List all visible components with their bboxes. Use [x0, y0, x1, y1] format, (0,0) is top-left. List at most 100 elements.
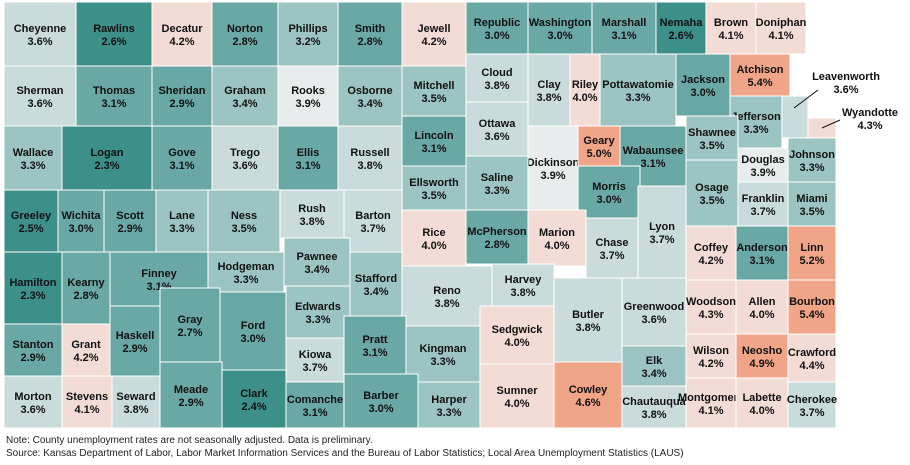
county-rate: 3.6% — [27, 98, 52, 110]
county-name: Rawlins — [93, 23, 135, 35]
county-name: Atchison — [736, 64, 783, 76]
county-rate: 3.5% — [799, 206, 824, 218]
county-rate: 3.3% — [430, 356, 455, 368]
county-rate: 3.5% — [421, 93, 446, 105]
county-shape — [621, 277, 687, 347]
county-name: Chase — [595, 237, 628, 249]
county-rate: 3.6% — [20, 404, 45, 416]
county-shape — [685, 225, 737, 281]
county-shape — [3, 251, 63, 325]
county-shape — [729, 95, 783, 149]
county-shape — [57, 189, 105, 253]
county-shape — [569, 53, 601, 127]
kansas-county-map: Cheyenne3.6%Rawlins2.6%Decatur4.2%Norton… — [3, 1, 898, 429]
county-rate: 4.2% — [169, 36, 194, 48]
county-name: Sheridan — [158, 85, 205, 97]
county-rate: 3.9% — [750, 167, 775, 179]
county-rate: 3.5% — [421, 190, 446, 202]
county-name: Grant — [71, 339, 101, 351]
county-rate: 4.2% — [73, 352, 98, 364]
county-rate: 3.4% — [232, 98, 257, 110]
county-name: Harper — [431, 394, 467, 406]
county-rate: 3.7% — [649, 234, 674, 246]
county-shape — [735, 333, 789, 379]
county-shape — [621, 385, 687, 429]
county-name: Sedgwick — [492, 324, 544, 336]
county-rate: 3.6% — [484, 131, 509, 143]
county-rate: 3.3% — [743, 124, 768, 136]
county-rate: 4.0% — [749, 405, 774, 417]
county-name: Phillips — [288, 23, 327, 35]
county-rate: 4.2% — [421, 36, 446, 48]
county-rate: 4.6% — [575, 397, 600, 409]
county-shape — [787, 381, 837, 429]
county-name: Johnson — [789, 149, 835, 161]
county-rate: 2.9% — [20, 352, 45, 364]
county-name: Geary — [583, 135, 615, 147]
county-name: Pawnee — [297, 251, 338, 263]
county-rate: 4.9% — [749, 358, 774, 370]
county-name: Washington — [529, 17, 592, 29]
county-rate: 3.2% — [295, 36, 320, 48]
county-shape — [111, 375, 161, 429]
callout-rate: 3.6% — [833, 84, 858, 96]
county-rate: 3.9% — [295, 98, 320, 110]
county-name: Pratt — [362, 334, 387, 346]
county-shape — [479, 305, 555, 365]
county-name: Miami — [796, 193, 827, 205]
county-rate: 2.3% — [20, 290, 45, 302]
county-shape — [787, 181, 837, 227]
county-name: Neosho — [742, 345, 783, 357]
county-name: Ness — [231, 210, 257, 222]
county-rate: 3.4% — [363, 286, 388, 298]
county-shape — [159, 361, 223, 429]
county-name: Linn — [800, 242, 823, 254]
county-shape — [3, 189, 59, 253]
county-rate: 3.1% — [611, 30, 636, 42]
county-rate: 3.9% — [540, 170, 565, 182]
county-name: Graham — [224, 85, 266, 97]
county-name: Ellis — [297, 147, 320, 159]
county-shape — [735, 377, 789, 429]
county-shape — [103, 189, 157, 253]
county-name: Sherman — [16, 85, 63, 97]
county-rate: 3.5% — [231, 223, 256, 235]
county-rate: 3.8% — [575, 322, 600, 334]
county-name: Riley — [572, 79, 599, 91]
county-shape — [401, 165, 467, 211]
county-name: Scott — [116, 210, 144, 222]
county-rate: 3.3% — [625, 92, 650, 104]
county-name: Marion — [539, 227, 575, 239]
county-name: Greeley — [11, 210, 52, 222]
county-shape — [61, 323, 111, 377]
county-rate: 3.0% — [484, 30, 509, 42]
county-rate: 5.0% — [586, 148, 611, 160]
county-rate: 2.9% — [169, 98, 194, 110]
county-name: Morris — [592, 181, 626, 193]
county-shape — [527, 209, 587, 267]
county-name: Montgomery — [678, 392, 745, 404]
